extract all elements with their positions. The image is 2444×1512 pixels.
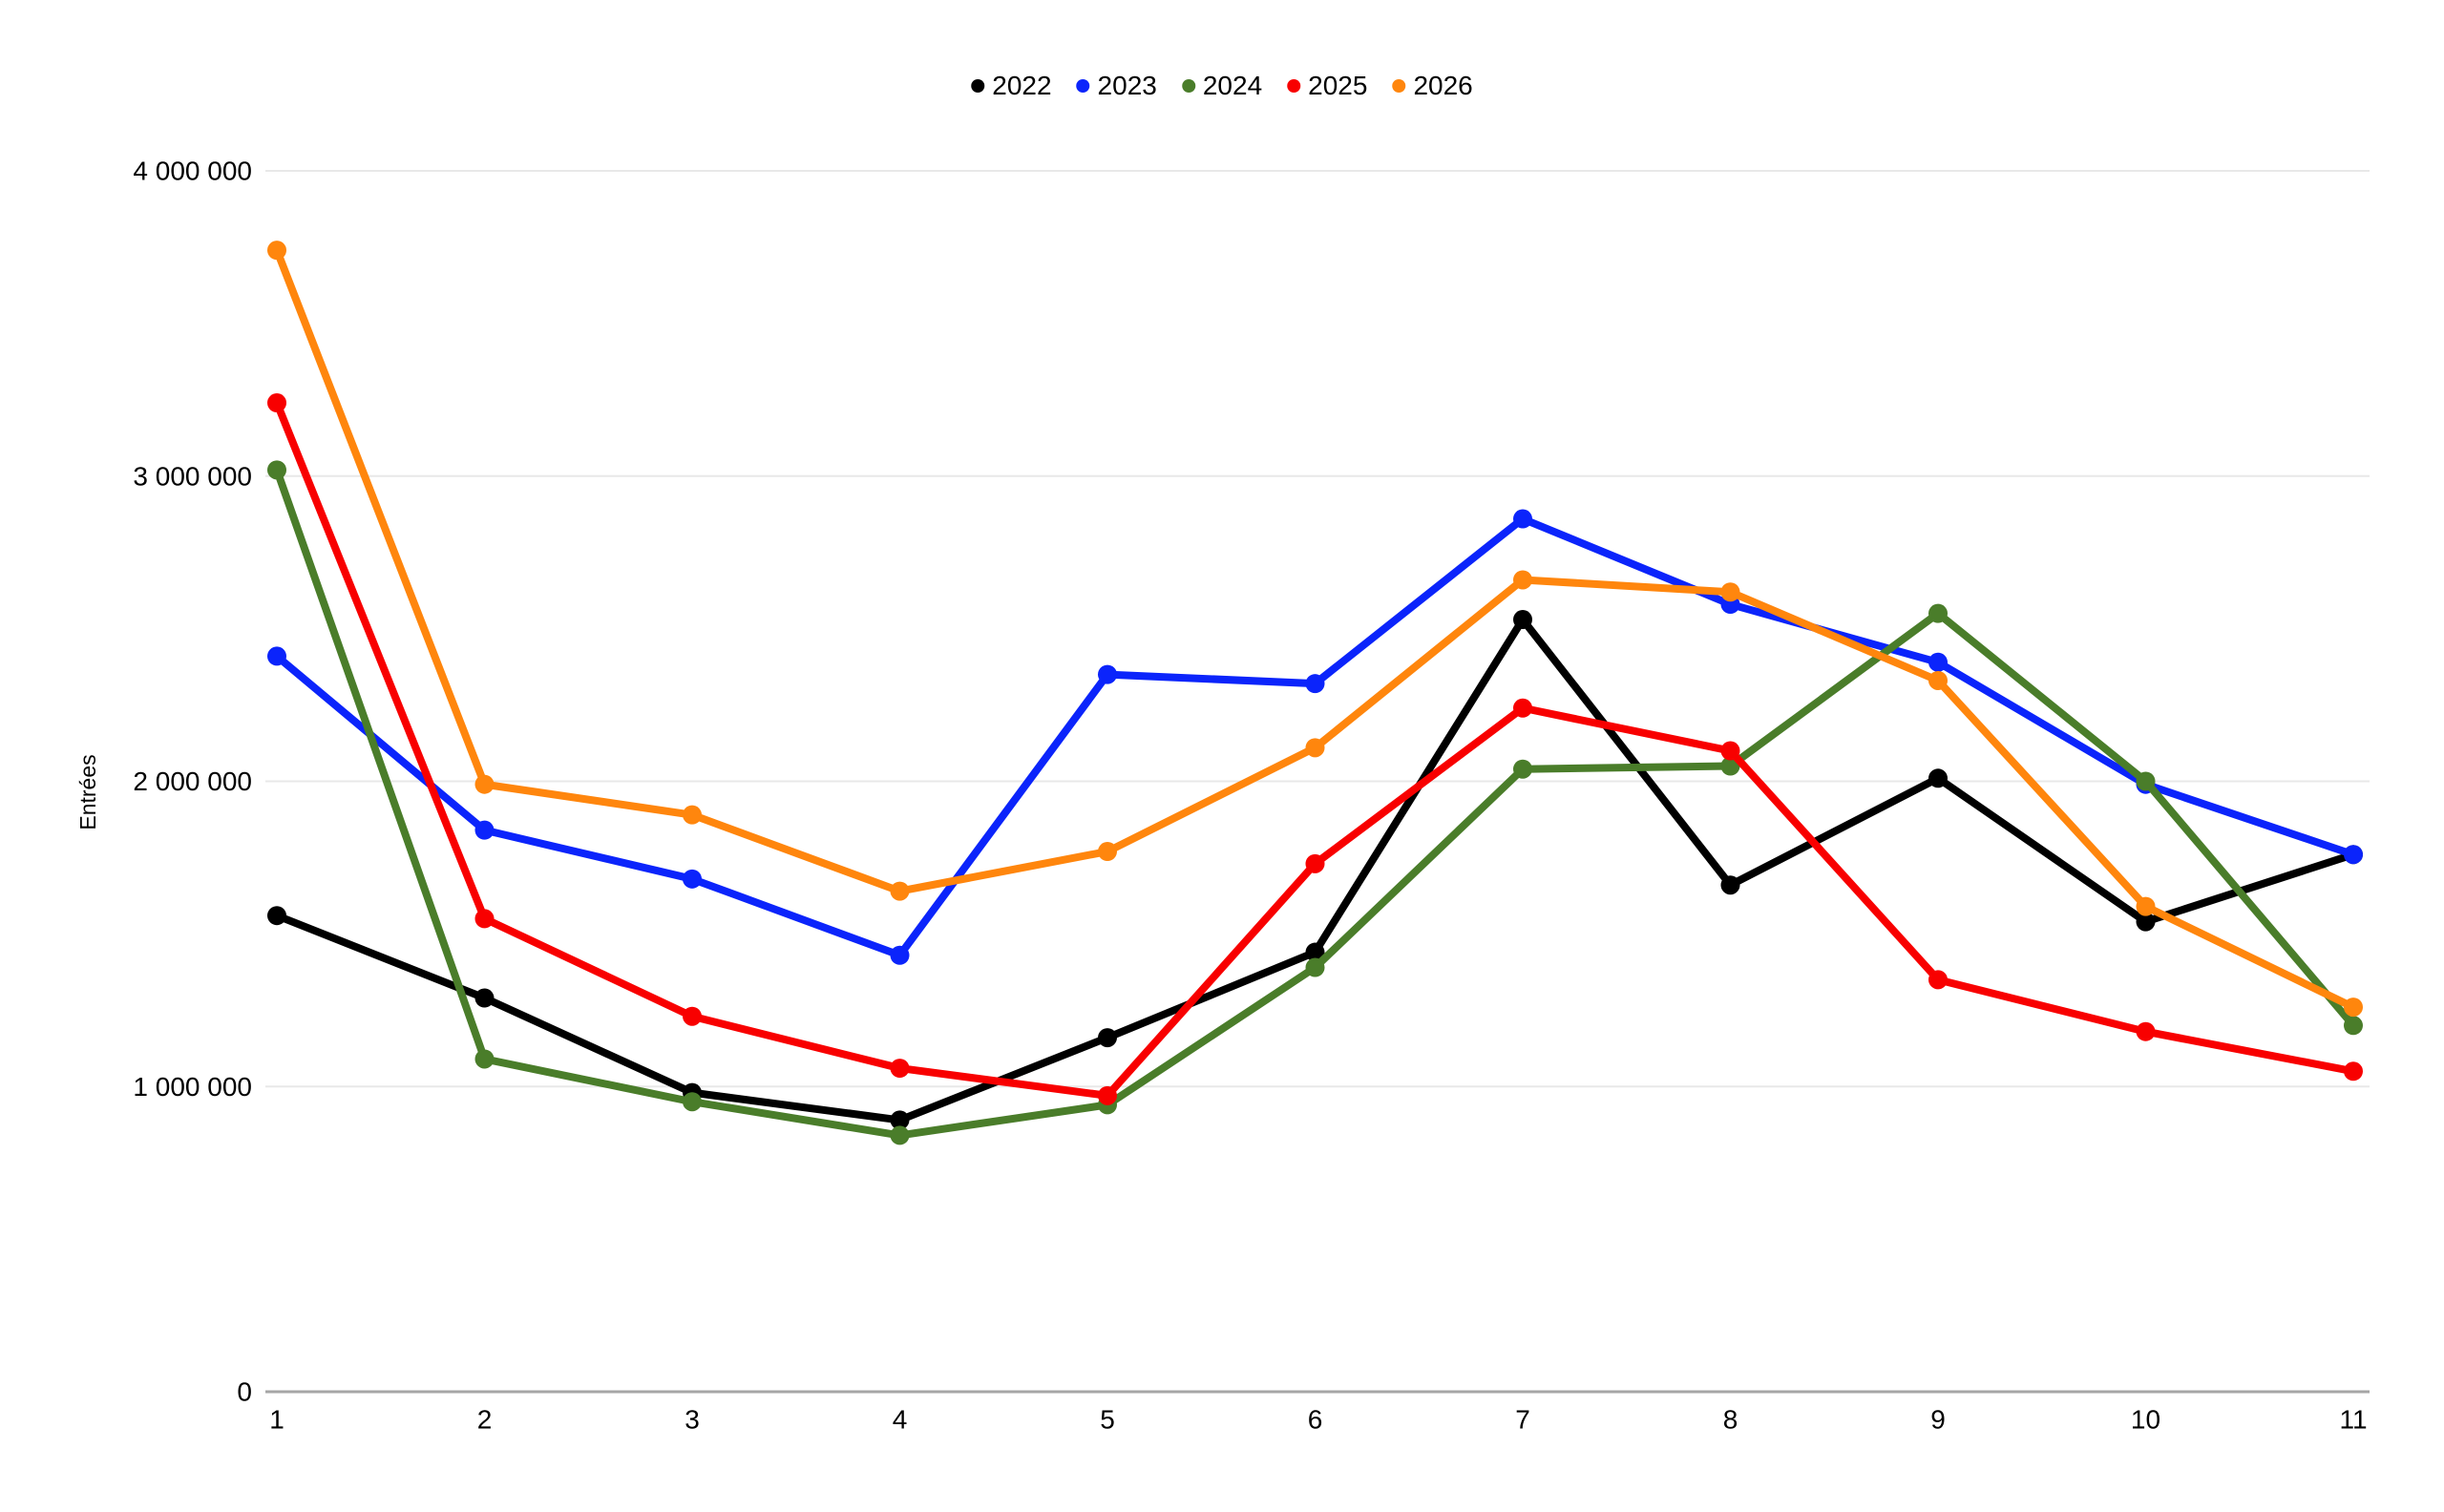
y-tick-label: 0 (237, 1377, 252, 1407)
legend-label-2024: 2024 (1202, 71, 1263, 100)
data-point-2026-x7 (1513, 570, 1532, 590)
data-point-2025-x8 (1720, 741, 1740, 761)
data-point-2022-x1 (267, 906, 286, 926)
data-point-2026-x10 (2136, 896, 2156, 916)
data-point-2022-x4 (890, 1110, 910, 1130)
x-tick-label: 10 (2131, 1405, 2160, 1435)
legend-dot-2025 (1287, 79, 1301, 93)
series-line-2023 (273, 514, 2357, 959)
data-point-2022-x9 (1928, 768, 1948, 788)
data-point-2026-x8 (1720, 582, 1740, 602)
data-point-2023-x1 (267, 646, 286, 666)
data-point-2023-x3 (683, 869, 702, 889)
data-point-2026-x4 (890, 881, 910, 901)
legend-label-2026: 2026 (1413, 71, 1473, 100)
y-tick-label: 1 000 000 (133, 1072, 252, 1102)
y-tick-label: 3 000 000 (133, 461, 252, 491)
series-line-2026 (273, 246, 2357, 1012)
x-tick-label: 8 (1723, 1405, 1738, 1435)
legend-item-2025: 2025 (1287, 73, 1367, 99)
legend-label-2025: 2025 (1308, 71, 1368, 100)
data-point-2023-x4 (890, 945, 910, 965)
x-tick-label: 2 (477, 1405, 493, 1435)
data-point-2026-x5 (1098, 842, 1117, 862)
legend: 2022 2023 2024 2025 2026 (971, 71, 1473, 100)
data-point-2022-x10 (2136, 912, 2156, 932)
data-point-2025-x9 (1928, 970, 1948, 990)
data-point-2023-x2 (474, 820, 495, 840)
data-point-2024-x6 (1305, 957, 1325, 977)
y-tick-label: 4 000 000 (133, 157, 252, 186)
data-point-2024-x1 (267, 460, 286, 480)
legend-dot-2024 (1181, 79, 1195, 93)
data-point-2026-x2 (474, 774, 495, 794)
x-tick-label: 3 (685, 1405, 700, 1435)
y-tick-label: 2 000 000 (133, 766, 252, 796)
legend-label-2022: 2022 (992, 71, 1052, 100)
data-point-2022-x7 (1513, 610, 1532, 630)
data-point-2026-x6 (1305, 738, 1325, 758)
data-point-2025-x5 (1098, 1085, 1117, 1105)
x-tick-label: 11 (2339, 1405, 2367, 1435)
data-point-2025-x7 (1513, 698, 1532, 718)
data-point-2026-x11 (2344, 998, 2363, 1018)
data-point-2022-x8 (1720, 875, 1740, 895)
legend-dot-2023 (1076, 79, 1090, 93)
data-point-2025-x10 (2136, 1021, 2156, 1041)
legend-item-2024: 2024 (1181, 71, 1263, 100)
data-point-2022-x6 (1305, 942, 1325, 962)
legend-dot-2022 (971, 79, 985, 93)
data-point-2022-x2 (474, 988, 495, 1008)
legend-item-2023: 2023 (1076, 71, 1157, 100)
x-tick-label: 9 (1930, 1405, 1946, 1435)
legend-item-2022: 2022 (971, 71, 1052, 100)
y-axis-title: Entrées (75, 754, 100, 830)
data-point-2023-x6 (1305, 674, 1325, 694)
legend-label-2023: 2023 (1097, 71, 1157, 100)
data-point-2024-x9 (1928, 603, 1948, 623)
x-tick-label: 7 (1515, 1405, 1530, 1435)
data-point-2023-x11 (2344, 845, 2363, 865)
data-point-2026-x3 (683, 805, 702, 825)
data-point-2024-x3 (683, 1092, 702, 1112)
data-point-2024-x2 (474, 1049, 495, 1069)
data-point-2025-x1 (267, 393, 286, 413)
data-point-2024-x10 (2136, 771, 2156, 791)
data-point-2023-x9 (1928, 652, 1948, 672)
data-point-2026-x1 (267, 241, 286, 261)
legend-item-2026: 2026 (1392, 71, 1473, 100)
data-point-2022-x5 (1098, 1028, 1117, 1048)
data-point-2023-x5 (1098, 664, 1117, 684)
data-point-2024-x11 (2344, 1016, 2363, 1036)
data-point-2026-x9 (1928, 670, 1948, 690)
x-tick-label: 4 (893, 1405, 908, 1435)
data-point-2024-x4 (890, 1125, 910, 1145)
data-point-2025-x4 (890, 1059, 910, 1079)
data-point-2025-x2 (474, 909, 495, 929)
data-point-2024-x7 (1513, 759, 1532, 779)
data-point-2025-x3 (683, 1006, 702, 1026)
x-tick-label: 6 (1308, 1405, 1323, 1435)
data-point-2023-x7 (1513, 509, 1532, 529)
data-point-2025-x11 (2344, 1061, 2363, 1082)
legend-dot-2026 (1392, 79, 1406, 93)
data-point-2025-x6 (1305, 853, 1325, 873)
x-tick-label: 1 (269, 1405, 284, 1435)
x-tick-label: 5 (1100, 1405, 1115, 1435)
